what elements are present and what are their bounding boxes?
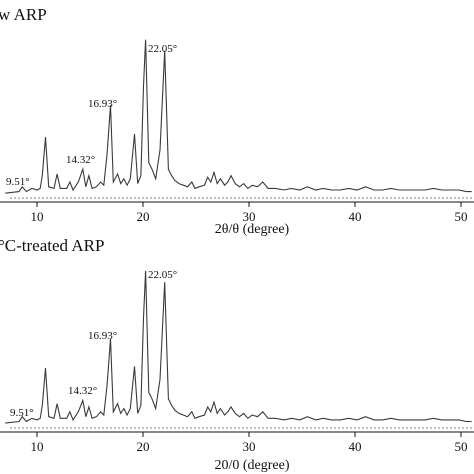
top-peak-label-14: 14.32° [66,154,95,166]
bottom-panel: °C-treated ARP 22.05° 16.93° 14.32° 9.51… [0,236,474,473]
top-peak-label-9: 9.51° [6,176,30,188]
bottom-x-tick-label-30: 30 [243,439,256,454]
top-panel-title: w ARP [0,5,47,24]
bottom-peak-label-22: 22.05° [148,269,177,281]
bottom-x-tick-label-50: 50 [455,439,468,454]
top-panel: w ARP 22.05° 16.93° 14.32° 9.51° 10 20 30 4… [0,5,474,237]
top-x-ticks: 10 20 30 40 50 [31,202,468,224]
bottom-peak-label-9: 9.51° [10,407,34,419]
top-x-tick-label-30: 30 [243,209,256,224]
bottom-x-tick-label-10: 10 [31,439,44,454]
bottom-x-axis-label: 20/0 (degree) [214,458,289,473]
bottom-peak-label-14: 14.32° [68,385,97,397]
top-peak-label-22: 22.05° [148,43,177,55]
bottom-panel-annotations: 22.05° 16.93° 14.32° 9.51° [10,269,177,419]
bottom-series-line [5,270,472,424]
bottom-peak-label-16: 16.93° [88,330,117,342]
top-x-tick-label-40: 40 [349,209,362,224]
bottom-x-ticks: 10 20 30 40 50 [31,432,468,454]
bottom-panel-title: °C-treated ARP [0,236,104,255]
top-x-tick-label-10: 10 [31,209,44,224]
top-x-tick-label-20: 20 [137,209,150,224]
top-x-tick-label-50: 50 [455,209,468,224]
bottom-x-tick-label-40: 40 [349,439,362,454]
top-series-line [5,39,472,194]
top-x-axis-label: 2θ/θ (degree) [215,222,290,237]
top-peak-label-16: 16.93° [88,98,117,110]
bottom-x-tick-label-20: 20 [137,439,150,454]
top-panel-annotations: 22.05° 16.93° 14.32° 9.51° [6,43,177,188]
